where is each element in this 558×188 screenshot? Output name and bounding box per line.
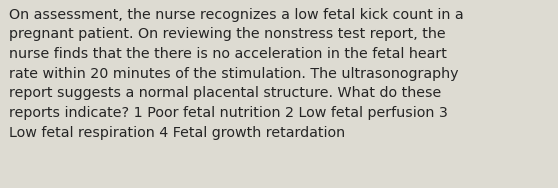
Text: On assessment, the nurse recognizes a low fetal kick count in a
pregnant patient: On assessment, the nurse recognizes a lo… <box>9 8 464 140</box>
